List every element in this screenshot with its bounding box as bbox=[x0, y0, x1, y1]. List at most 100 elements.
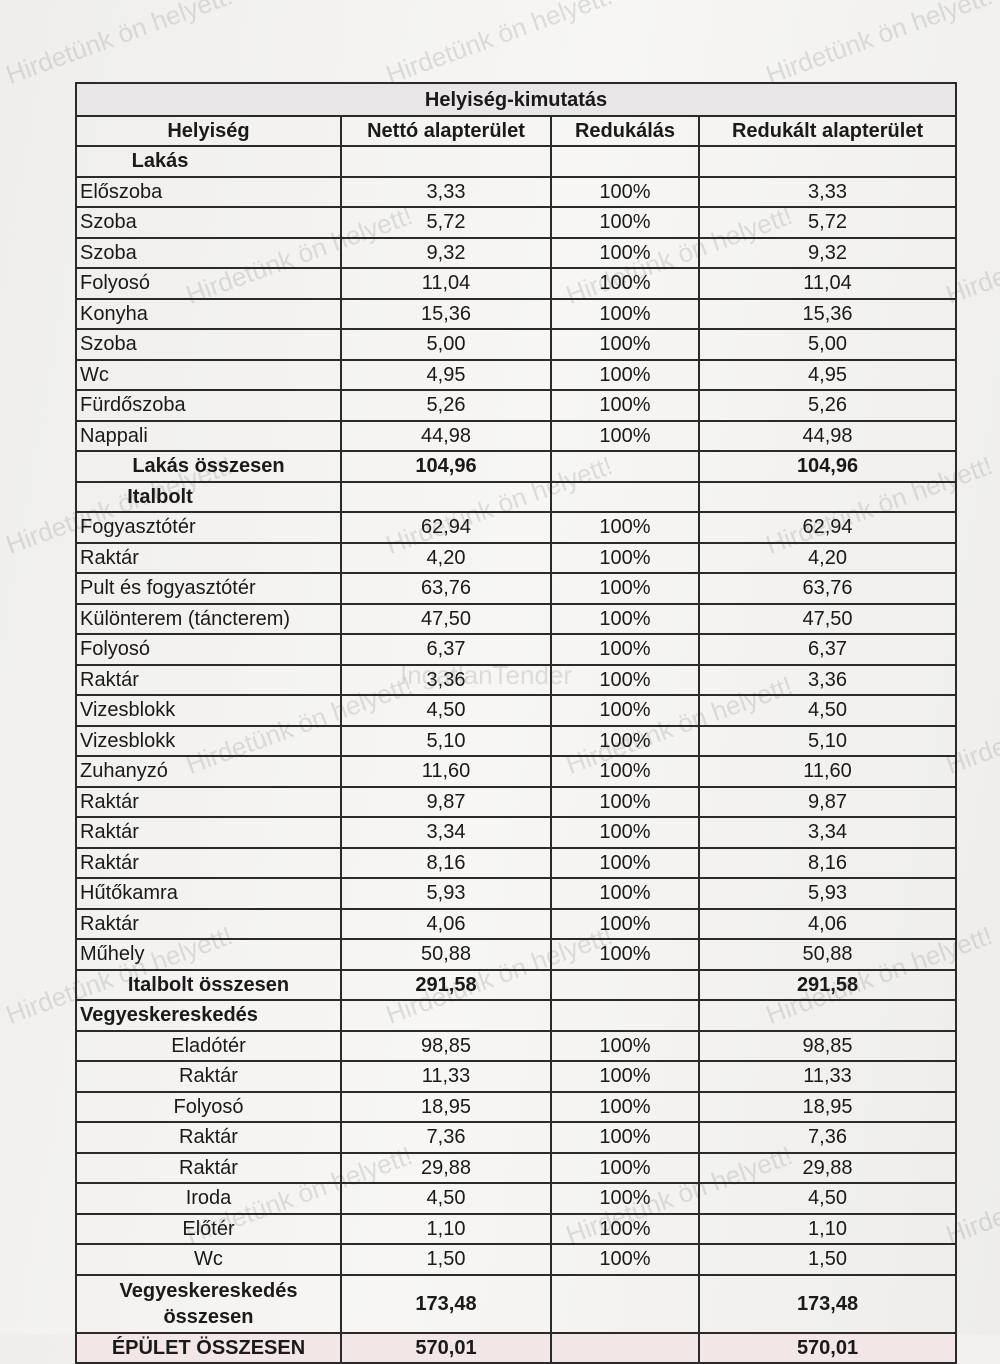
room-name: Folyosó bbox=[75, 1090, 342, 1123]
room-row: Hűtőkamra 5,93 100% 5,93 bbox=[75, 877, 958, 910]
cell bbox=[697, 999, 958, 1032]
room-value: 100% bbox=[550, 175, 700, 208]
room-name: Szoba bbox=[75, 328, 342, 361]
room-row: Szoba 9,32 100% 9,32 bbox=[75, 236, 958, 269]
room-value: 100% bbox=[550, 511, 700, 544]
cell bbox=[697, 480, 958, 513]
room-name: Nappali bbox=[75, 419, 342, 452]
room-name: Szoba bbox=[75, 236, 342, 269]
room-row: Szoba 5,00 100% 5,00 bbox=[75, 328, 958, 361]
room-row: Iroda 4,50 100% 4,50 bbox=[75, 1182, 958, 1215]
column-header: Nettó alapterület bbox=[340, 115, 552, 147]
room-value: 100% bbox=[550, 419, 700, 452]
room-value: 100% bbox=[550, 1121, 700, 1154]
total-value: 104,96 bbox=[697, 450, 958, 483]
total-label: Vegyeskereskedés összesen bbox=[75, 1273, 342, 1334]
room-value: 4,20 bbox=[697, 541, 958, 574]
room-value: 100% bbox=[550, 358, 700, 391]
room-value: 1,10 bbox=[697, 1212, 958, 1245]
room-row: Raktár 4,06 100% 4,06 bbox=[75, 907, 958, 940]
room-value: 100% bbox=[550, 938, 700, 971]
room-value: 18,95 bbox=[340, 1090, 552, 1123]
room-value: 15,36 bbox=[697, 297, 958, 330]
table-title: Helyiség-kimutatás bbox=[74, 82, 958, 117]
room-value: 100% bbox=[550, 328, 700, 361]
room-value: 4,50 bbox=[340, 694, 552, 727]
room-value: 9,32 bbox=[697, 236, 958, 269]
room-name: Raktár bbox=[75, 816, 342, 849]
room-value: 5,10 bbox=[697, 724, 958, 757]
room-name: Eladótér bbox=[75, 1029, 342, 1062]
room-row: Eladótér 98,85 100% 98,85 bbox=[75, 1029, 958, 1062]
room-value: 11,60 bbox=[697, 755, 958, 788]
room-value: 63,76 bbox=[697, 572, 958, 605]
room-value: 29,88 bbox=[697, 1151, 958, 1184]
room-value: 100% bbox=[550, 1151, 700, 1184]
room-value: 5,00 bbox=[697, 328, 958, 361]
room-value: 3,34 bbox=[340, 816, 552, 849]
room-value: 100% bbox=[550, 572, 700, 605]
room-value: 9,87 bbox=[340, 785, 552, 818]
room-value: 47,50 bbox=[340, 602, 552, 635]
room-value: 11,60 bbox=[340, 755, 552, 788]
room-table: Helyiség-kimutatás Helyiség Nettó alapterü… bbox=[74, 82, 958, 1364]
section-row: Vegyeskereskedés bbox=[75, 999, 958, 1032]
room-row: Konyha 15,36 100% 15,36 bbox=[75, 297, 958, 330]
room-value: 3,33 bbox=[697, 175, 958, 208]
room-value: 100% bbox=[550, 1182, 700, 1215]
room-value: 4,95 bbox=[340, 358, 552, 391]
room-row: Raktár 3,36 100% 3,36 bbox=[75, 663, 958, 696]
room-name: Iroda bbox=[75, 1182, 342, 1215]
room-value: 100% bbox=[550, 541, 700, 574]
room-value: 100% bbox=[550, 785, 700, 818]
room-row: Folyosó 6,37 100% 6,37 bbox=[75, 633, 958, 666]
watermark: Hirdetünk ön helyett! bbox=[761, 0, 997, 90]
room-value: 7,36 bbox=[340, 1121, 552, 1154]
room-value: 9,87 bbox=[697, 785, 958, 818]
room-value: 1,50 bbox=[340, 1243, 552, 1276]
room-row: Raktár 29,88 100% 29,88 bbox=[75, 1151, 958, 1184]
room-value: 4,50 bbox=[340, 1182, 552, 1215]
grand-total-label: ÉPÜLET ÖSSZESEN bbox=[75, 1331, 342, 1364]
room-value: 11,33 bbox=[697, 1060, 958, 1093]
room-value: 100% bbox=[550, 633, 700, 666]
room-value: 47,50 bbox=[697, 602, 958, 635]
section-name: Italbolt bbox=[75, 480, 342, 513]
room-row: Nappali 44,98 100% 44,98 bbox=[75, 419, 958, 452]
room-value: 100% bbox=[550, 1090, 700, 1123]
room-name: Fürdőszoba bbox=[75, 389, 342, 422]
room-value: 7,36 bbox=[697, 1121, 958, 1154]
total-value: 291,58 bbox=[340, 968, 552, 1001]
room-row: Raktár 7,36 100% 7,36 bbox=[75, 1121, 958, 1154]
room-value: 5,93 bbox=[697, 877, 958, 910]
room-value: 4,06 bbox=[697, 907, 958, 940]
room-value: 100% bbox=[550, 816, 700, 849]
room-name: Vizesblokk bbox=[75, 694, 342, 727]
room-value: 44,98 bbox=[697, 419, 958, 452]
room-name: Pult és fogyasztótér bbox=[75, 572, 342, 605]
room-name: Raktár bbox=[75, 1121, 342, 1154]
cell bbox=[340, 999, 552, 1032]
room-value: 9,32 bbox=[340, 236, 552, 269]
cell bbox=[550, 1273, 700, 1334]
room-value: 100% bbox=[550, 236, 700, 269]
room-value: 100% bbox=[550, 206, 700, 239]
room-value: 6,37 bbox=[340, 633, 552, 666]
room-name: Raktár bbox=[75, 846, 342, 879]
total-value: 291,58 bbox=[697, 968, 958, 1001]
room-value: 50,88 bbox=[340, 938, 552, 971]
room-name: Raktár bbox=[75, 541, 342, 574]
cell bbox=[697, 145, 958, 178]
grand-total-row: ÉPÜLET ÖSSZESEN 570,01 570,01 bbox=[75, 1331, 958, 1364]
room-value: 62,94 bbox=[697, 511, 958, 544]
room-value: 5,72 bbox=[340, 206, 552, 239]
room-row: Raktár 9,87 100% 9,87 bbox=[75, 785, 958, 818]
room-value: 3,36 bbox=[340, 663, 552, 696]
cell bbox=[550, 1331, 700, 1364]
room-name: Előszoba bbox=[75, 175, 342, 208]
room-value: 5,72 bbox=[697, 206, 958, 239]
room-value: 100% bbox=[550, 755, 700, 788]
room-value: 100% bbox=[550, 694, 700, 727]
room-value: 4,50 bbox=[697, 1182, 958, 1215]
room-value: 29,88 bbox=[340, 1151, 552, 1184]
